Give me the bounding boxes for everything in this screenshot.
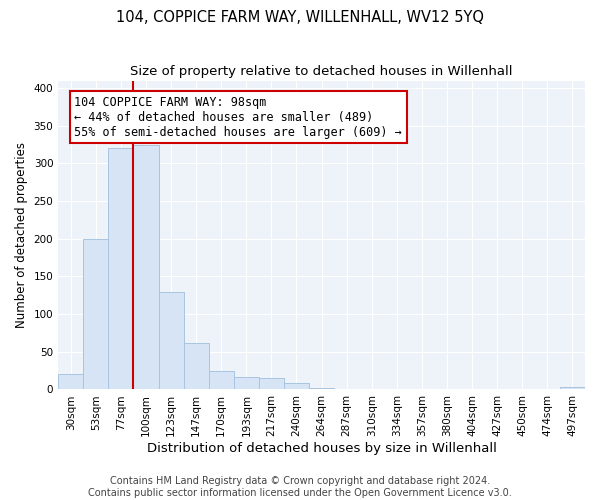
- Text: Contains HM Land Registry data © Crown copyright and database right 2024.
Contai: Contains HM Land Registry data © Crown c…: [88, 476, 512, 498]
- Bar: [259, 378, 284, 390]
- Y-axis label: Number of detached properties: Number of detached properties: [15, 142, 28, 328]
- Bar: [560, 387, 585, 390]
- Bar: [234, 376, 259, 390]
- Bar: [83, 239, 109, 390]
- Text: 104 COPPICE FARM WAY: 98sqm
← 44% of detached houses are smaller (489)
55% of se: 104 COPPICE FARM WAY: 98sqm ← 44% of det…: [74, 96, 402, 138]
- Bar: [284, 384, 309, 390]
- Bar: [158, 292, 184, 390]
- Bar: [209, 370, 234, 390]
- X-axis label: Distribution of detached houses by size in Willenhall: Distribution of detached houses by size …: [146, 442, 497, 455]
- Text: 104, COPPICE FARM WAY, WILLENHALL, WV12 5YQ: 104, COPPICE FARM WAY, WILLENHALL, WV12 …: [116, 10, 484, 25]
- Bar: [309, 388, 334, 390]
- Bar: [184, 342, 209, 390]
- Bar: [133, 144, 158, 390]
- Title: Size of property relative to detached houses in Willenhall: Size of property relative to detached ho…: [130, 65, 513, 78]
- Bar: [109, 148, 133, 390]
- Bar: [58, 374, 83, 390]
